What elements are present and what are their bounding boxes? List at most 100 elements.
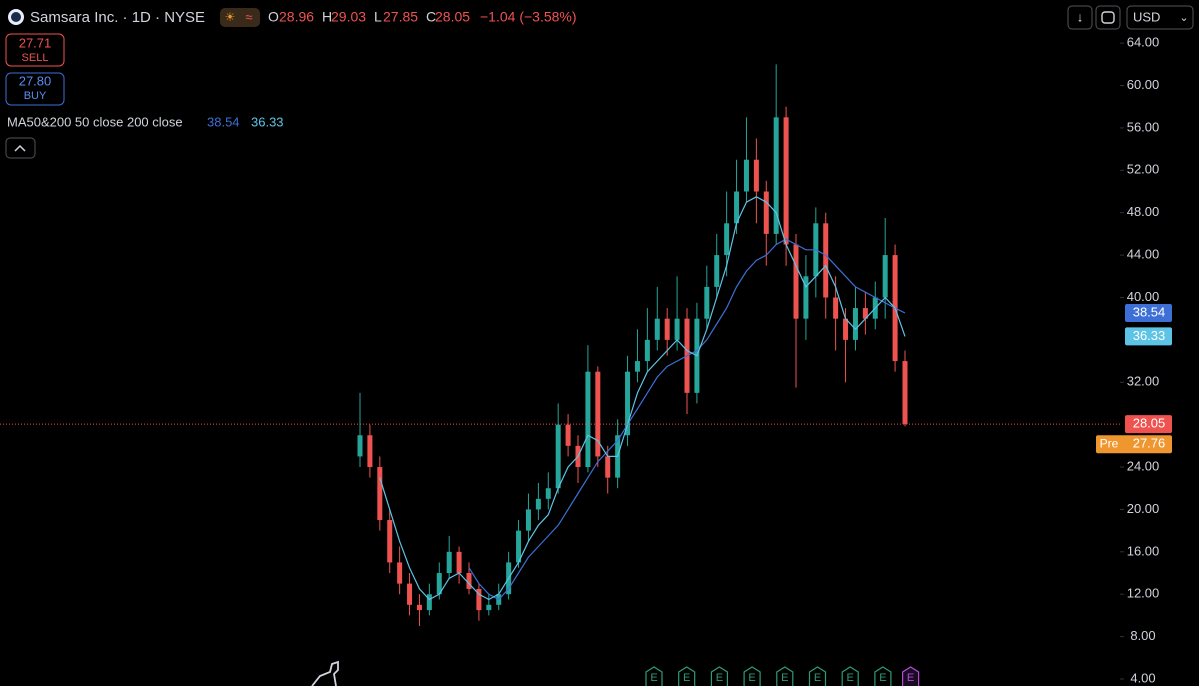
candle-body bbox=[466, 573, 472, 589]
earnings-label: E bbox=[683, 672, 690, 684]
candle-body bbox=[734, 191, 740, 224]
candle-body bbox=[377, 467, 383, 521]
ohlc-value: 29.03 bbox=[331, 9, 366, 25]
buy-label: BUY bbox=[24, 90, 47, 102]
buy-price: 27.80 bbox=[19, 73, 52, 88]
y-tick-label: 64.00 bbox=[1127, 35, 1160, 50]
earnings-marker bbox=[776, 666, 794, 686]
ohlc-value: 27.85 bbox=[383, 9, 418, 25]
y-tick-label: 44.00 bbox=[1127, 247, 1160, 262]
select-arrow: ⌄ bbox=[1179, 12, 1188, 24]
y-tick-label: 8.00 bbox=[1130, 628, 1155, 643]
logo-mark bbox=[311, 660, 339, 686]
moving-average bbox=[379, 196, 906, 601]
download-button[interactable] bbox=[1067, 5, 1093, 30]
symbol-title: Samsara Inc. · 1D · NYSE bbox=[30, 9, 205, 26]
candle-body bbox=[862, 308, 868, 319]
candle-body bbox=[843, 318, 849, 340]
candle-body bbox=[357, 435, 363, 457]
ma-tag-label: 38.54 bbox=[1133, 304, 1166, 319]
earnings-label: E bbox=[847, 672, 854, 684]
earnings-marker bbox=[678, 666, 696, 686]
ohlc-label: L bbox=[374, 9, 382, 25]
candle-body bbox=[724, 223, 730, 256]
y-tick-label: 52.00 bbox=[1127, 162, 1160, 177]
candle-body bbox=[674, 318, 680, 340]
candle-body bbox=[773, 117, 779, 234]
currency: USD bbox=[1133, 9, 1160, 24]
candle-body bbox=[714, 255, 720, 287]
sell-button[interactable] bbox=[5, 33, 65, 67]
candle-body bbox=[793, 244, 799, 319]
candle-body bbox=[595, 371, 601, 457]
candle-body bbox=[565, 424, 571, 446]
market-status bbox=[220, 8, 260, 27]
earnings-label: E bbox=[879, 672, 886, 684]
candle-body bbox=[634, 361, 640, 372]
candle-body bbox=[644, 339, 650, 362]
earnings-label: E bbox=[650, 672, 657, 684]
earnings-marker bbox=[645, 666, 663, 686]
last-price-tag bbox=[1125, 415, 1172, 434]
refresh-button[interactable] bbox=[1095, 5, 1121, 30]
candle-body bbox=[852, 308, 858, 340]
earnings-label: E bbox=[748, 672, 755, 684]
logo-inner bbox=[11, 12, 21, 22]
ohlc-value: 28.96 bbox=[279, 9, 314, 25]
moving-average bbox=[468, 238, 906, 601]
candle-body bbox=[555, 424, 561, 489]
ohlc-label: O bbox=[268, 9, 279, 25]
premarket-tag bbox=[1096, 435, 1172, 454]
candle-body bbox=[416, 604, 422, 611]
premarket-label: Pre bbox=[1100, 436, 1119, 450]
candle-body bbox=[585, 371, 591, 468]
indicator-value: 36.33 bbox=[251, 114, 284, 129]
earnings-marker bbox=[743, 666, 761, 686]
y-tick-label: 16.00 bbox=[1127, 543, 1160, 558]
candle-body bbox=[783, 117, 789, 245]
candle-body bbox=[486, 604, 492, 611]
candle-body bbox=[625, 371, 631, 436]
ma-tag bbox=[1125, 303, 1172, 322]
status-icon: ☀ bbox=[225, 10, 236, 24]
earnings-marker bbox=[902, 666, 920, 686]
ohlc-label: H bbox=[322, 9, 332, 25]
candle-body bbox=[704, 286, 710, 319]
candle-body bbox=[476, 588, 482, 611]
collapse-icon bbox=[14, 144, 26, 152]
candle-body bbox=[803, 276, 809, 319]
y-tick-label: 24.00 bbox=[1127, 458, 1160, 473]
earnings-marker bbox=[874, 666, 892, 686]
earnings-label: E bbox=[716, 672, 723, 684]
earnings-label: E bbox=[814, 672, 821, 684]
candle-body bbox=[882, 255, 888, 298]
candle-body bbox=[446, 551, 452, 574]
status-icon: ≈ bbox=[245, 9, 252, 24]
y-tick-label: 60.00 bbox=[1127, 77, 1160, 92]
candle-body bbox=[426, 594, 432, 611]
candle-body bbox=[525, 509, 531, 531]
candle-body bbox=[664, 318, 670, 340]
candle-body bbox=[436, 573, 442, 595]
last-price-tag-label: 28.05 bbox=[1133, 416, 1166, 431]
ma-tag-label: 36.33 bbox=[1133, 328, 1166, 343]
refresh-icon bbox=[1101, 11, 1115, 24]
earnings-label: E bbox=[907, 672, 914, 684]
candle-body bbox=[545, 488, 551, 499]
candle-body bbox=[367, 435, 373, 468]
candle-body bbox=[763, 191, 769, 234]
collapse-button[interactable] bbox=[5, 137, 36, 159]
candle-body bbox=[387, 520, 393, 563]
change: −1.04 (−3.58%) bbox=[480, 9, 577, 25]
candle-body bbox=[743, 159, 749, 192]
earnings-marker bbox=[710, 666, 728, 686]
candle-body bbox=[654, 318, 660, 340]
sell-price: 27.71 bbox=[19, 35, 52, 50]
currency-select[interactable] bbox=[1126, 5, 1194, 30]
premarket-value: 27.76 bbox=[1133, 436, 1166, 451]
y-tick-label: 12.00 bbox=[1127, 586, 1160, 601]
y-tick-label: 4.00 bbox=[1130, 670, 1155, 685]
buy-button[interactable] bbox=[5, 72, 65, 106]
